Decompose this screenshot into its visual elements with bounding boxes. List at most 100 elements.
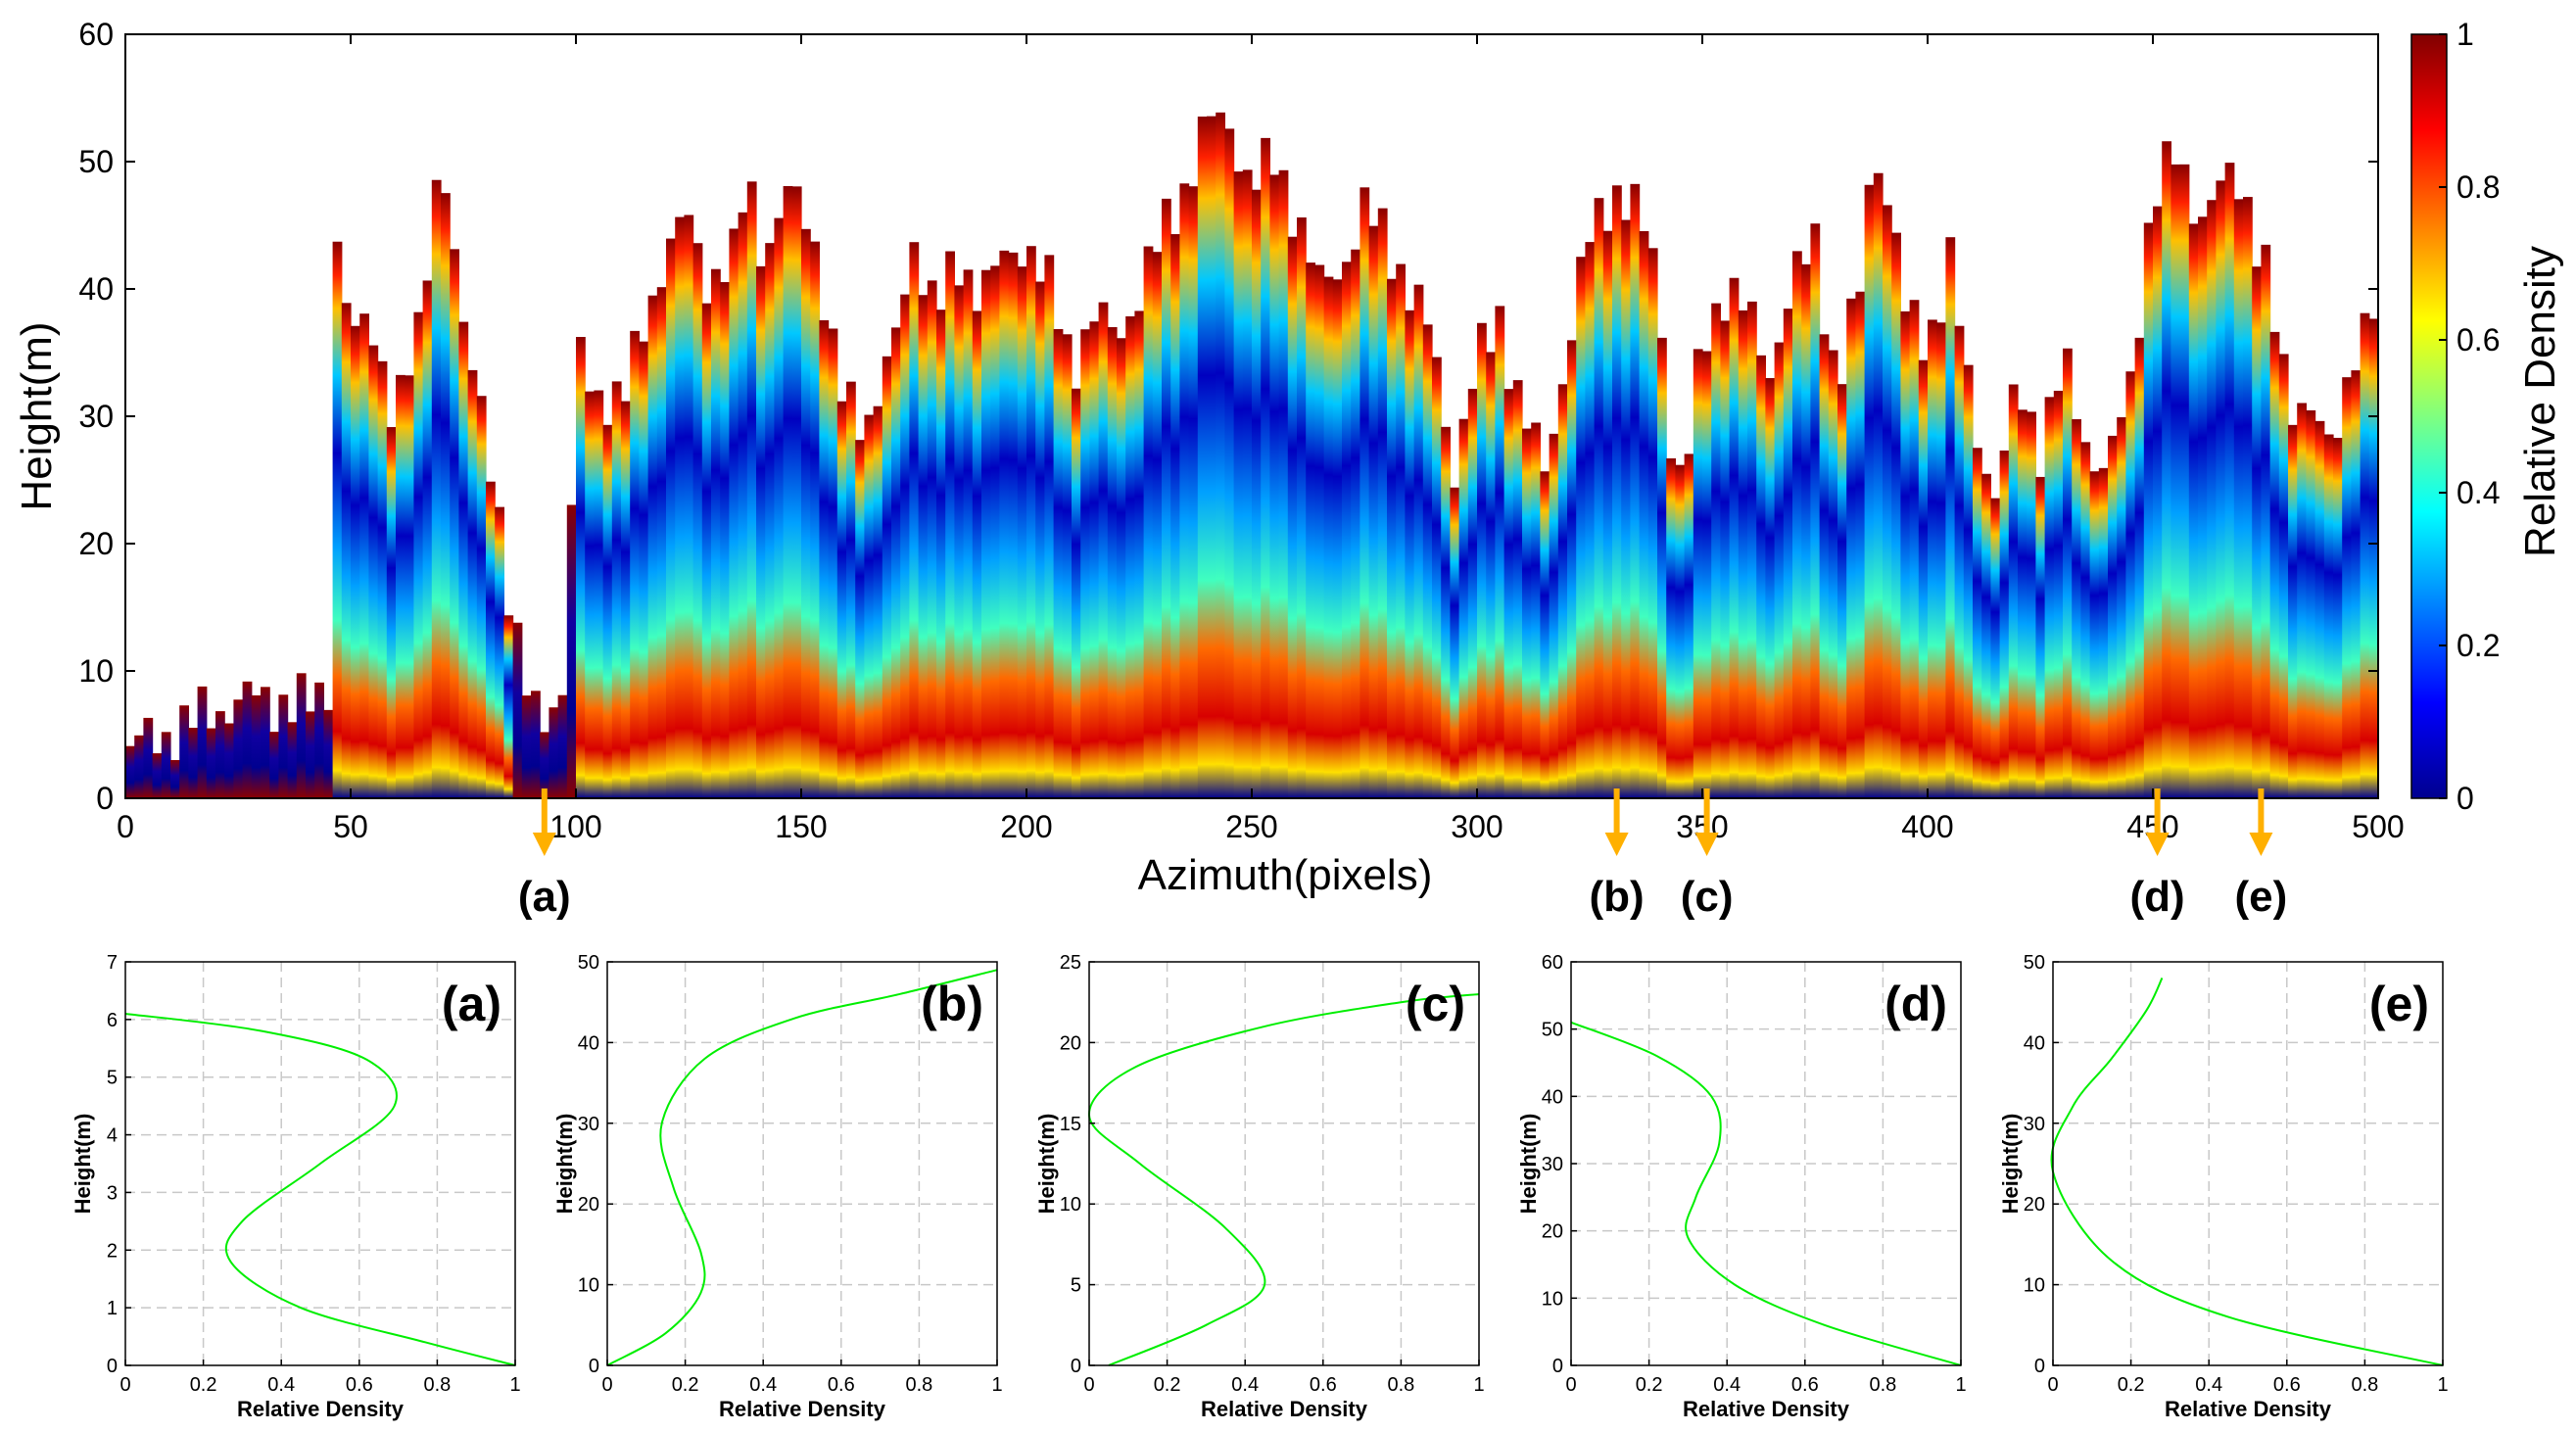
density-column [306, 711, 315, 798]
density-column [2323, 434, 2334, 798]
density-column [152, 753, 163, 798]
density-column [1702, 351, 1712, 798]
density-column [1639, 230, 1649, 798]
density-column [188, 728, 199, 798]
density-column [2269, 331, 2280, 798]
density-column [1188, 186, 1199, 798]
density-column [261, 687, 270, 798]
density-column [729, 228, 739, 798]
density-column [1342, 262, 1352, 798]
density-column [1973, 448, 1982, 798]
density-column [2342, 377, 2352, 798]
density-column [1684, 453, 1694, 798]
density-column [1846, 298, 1856, 798]
x-tick-label: 0.6 [346, 1374, 373, 1396]
x-tick-label: 0.8 [1869, 1374, 1896, 1396]
x-tick-label: 0.6 [1791, 1374, 1819, 1396]
x-tick-label: 150 [775, 809, 827, 844]
density-column [1765, 378, 1776, 798]
density-column [1711, 303, 1721, 798]
density-column [1216, 112, 1225, 799]
density-column [413, 311, 424, 798]
density-column [656, 287, 667, 798]
y-tick-label: 5 [107, 1068, 118, 1089]
density-column [1918, 359, 1929, 798]
density-column [1774, 342, 1785, 798]
density-column [621, 401, 631, 798]
density-column [1089, 321, 1100, 798]
density-column [2278, 354, 2289, 798]
density-column [2306, 409, 2316, 798]
x-tick-label: 0.4 [2195, 1374, 2222, 1396]
y-tick-label: 50 [2024, 952, 2045, 974]
y-tick-label: 30 [1542, 1154, 1563, 1175]
density-column [1810, 223, 1821, 799]
density-column [1522, 428, 1532, 798]
x-tick-label: 0.4 [749, 1374, 777, 1396]
x-tick-label: 0.4 [267, 1374, 295, 1396]
density-column [1900, 310, 1911, 798]
density-column [1224, 128, 1235, 798]
colorbar-tick-label: 1 [2457, 17, 2474, 52]
density-column [224, 723, 234, 798]
y-tick-label: 20 [1060, 1032, 1081, 1054]
density-column [1413, 284, 1424, 798]
density-column [1053, 328, 1064, 798]
density-column [368, 345, 379, 798]
density-column [1495, 306, 1505, 798]
x-tick-label: 0 [1083, 1374, 1094, 1396]
colorbar-tick-label: 0.4 [2457, 475, 2500, 510]
density-column [1062, 334, 1073, 798]
panel-label: (a) [442, 977, 501, 1031]
x-tick-label: 200 [1000, 809, 1052, 844]
x-tick-label: 0.2 [1154, 1374, 1181, 1396]
main-y-ticks: 0 10 20 30 40 50 60 [78, 17, 2378, 816]
density-column [1729, 277, 1740, 799]
density-column [1567, 340, 1577, 798]
density-column [576, 337, 586, 798]
colorbar-ticks: 0 0.2 0.4 0.6 0.8 1 [2439, 17, 2500, 816]
density-column [828, 328, 838, 798]
density-column [972, 310, 982, 798]
y-tick-label: 20 [1542, 1221, 1563, 1243]
density-column [1864, 184, 1875, 799]
density-column [1152, 252, 1163, 798]
density-column [2333, 438, 2343, 798]
density-column [891, 327, 901, 798]
density-column [540, 732, 549, 798]
density-column [1351, 249, 1360, 798]
y-tick-label: 4 [107, 1125, 118, 1147]
x-axis-title: Relative Density [1683, 1397, 1850, 1421]
density-column [2360, 312, 2370, 798]
density-column [1891, 232, 1901, 798]
density-column [351, 325, 360, 798]
density-column [1783, 309, 1793, 798]
density-column [1594, 198, 1604, 798]
density-column [566, 504, 577, 798]
colorbar-tick-label: 0.6 [2457, 322, 2500, 358]
density-column [1008, 252, 1019, 798]
density-column [2117, 416, 2126, 798]
x-tick-label: 450 [2126, 809, 2178, 844]
panel-label: (c) [1406, 977, 1465, 1031]
density-column [441, 193, 451, 798]
density-column [1981, 473, 1991, 798]
density-column [1693, 349, 1703, 798]
density-column [1242, 169, 1253, 798]
density-column [458, 321, 469, 798]
density-column [1269, 174, 1280, 798]
density-column [711, 268, 721, 798]
density-column [1999, 450, 2010, 798]
density-column [134, 735, 144, 798]
density-column [783, 185, 793, 798]
y-tick-label: 20 [78, 526, 114, 561]
density-column [2198, 216, 2208, 799]
density-column [1549, 433, 1559, 798]
density-column [936, 310, 946, 798]
density-column [1117, 338, 1126, 798]
density-column [1261, 137, 1270, 799]
